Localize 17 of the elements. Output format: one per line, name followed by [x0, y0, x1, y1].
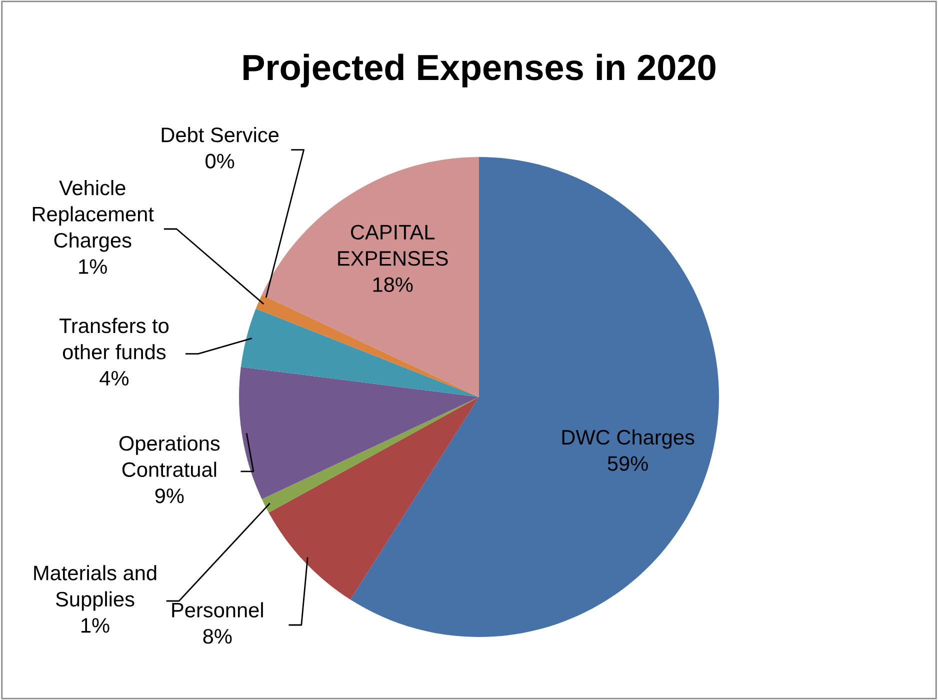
chart-title: Projected Expenses in 2020	[244, 54, 716, 88]
category-label: Debt Service	[162, 126, 279, 142]
slice-label: Operations Contratual	[119, 435, 220, 477]
slice-label: CAPITAL EXPENSES	[338, 224, 448, 266]
data-label: 1%	[82, 618, 110, 633]
data-label: 1%	[79, 259, 107, 274]
data-label: 9%	[155, 488, 184, 504]
slice-label: Materials and Supplies	[34, 565, 156, 611]
slice-label: Personnel	[172, 602, 263, 618]
data-label: 59%	[608, 456, 648, 471]
text: 0%	[206, 154, 234, 168]
data-label: 8%	[203, 628, 232, 644]
slice-label: DWC Charges	[562, 429, 694, 449]
data-label: 18%	[373, 277, 413, 292]
data-label: 4%	[100, 370, 129, 386]
slice-label: Transfers to other funds	[59, 318, 169, 360]
slice-label: Vehicle Replacement Charges	[32, 180, 154, 252]
